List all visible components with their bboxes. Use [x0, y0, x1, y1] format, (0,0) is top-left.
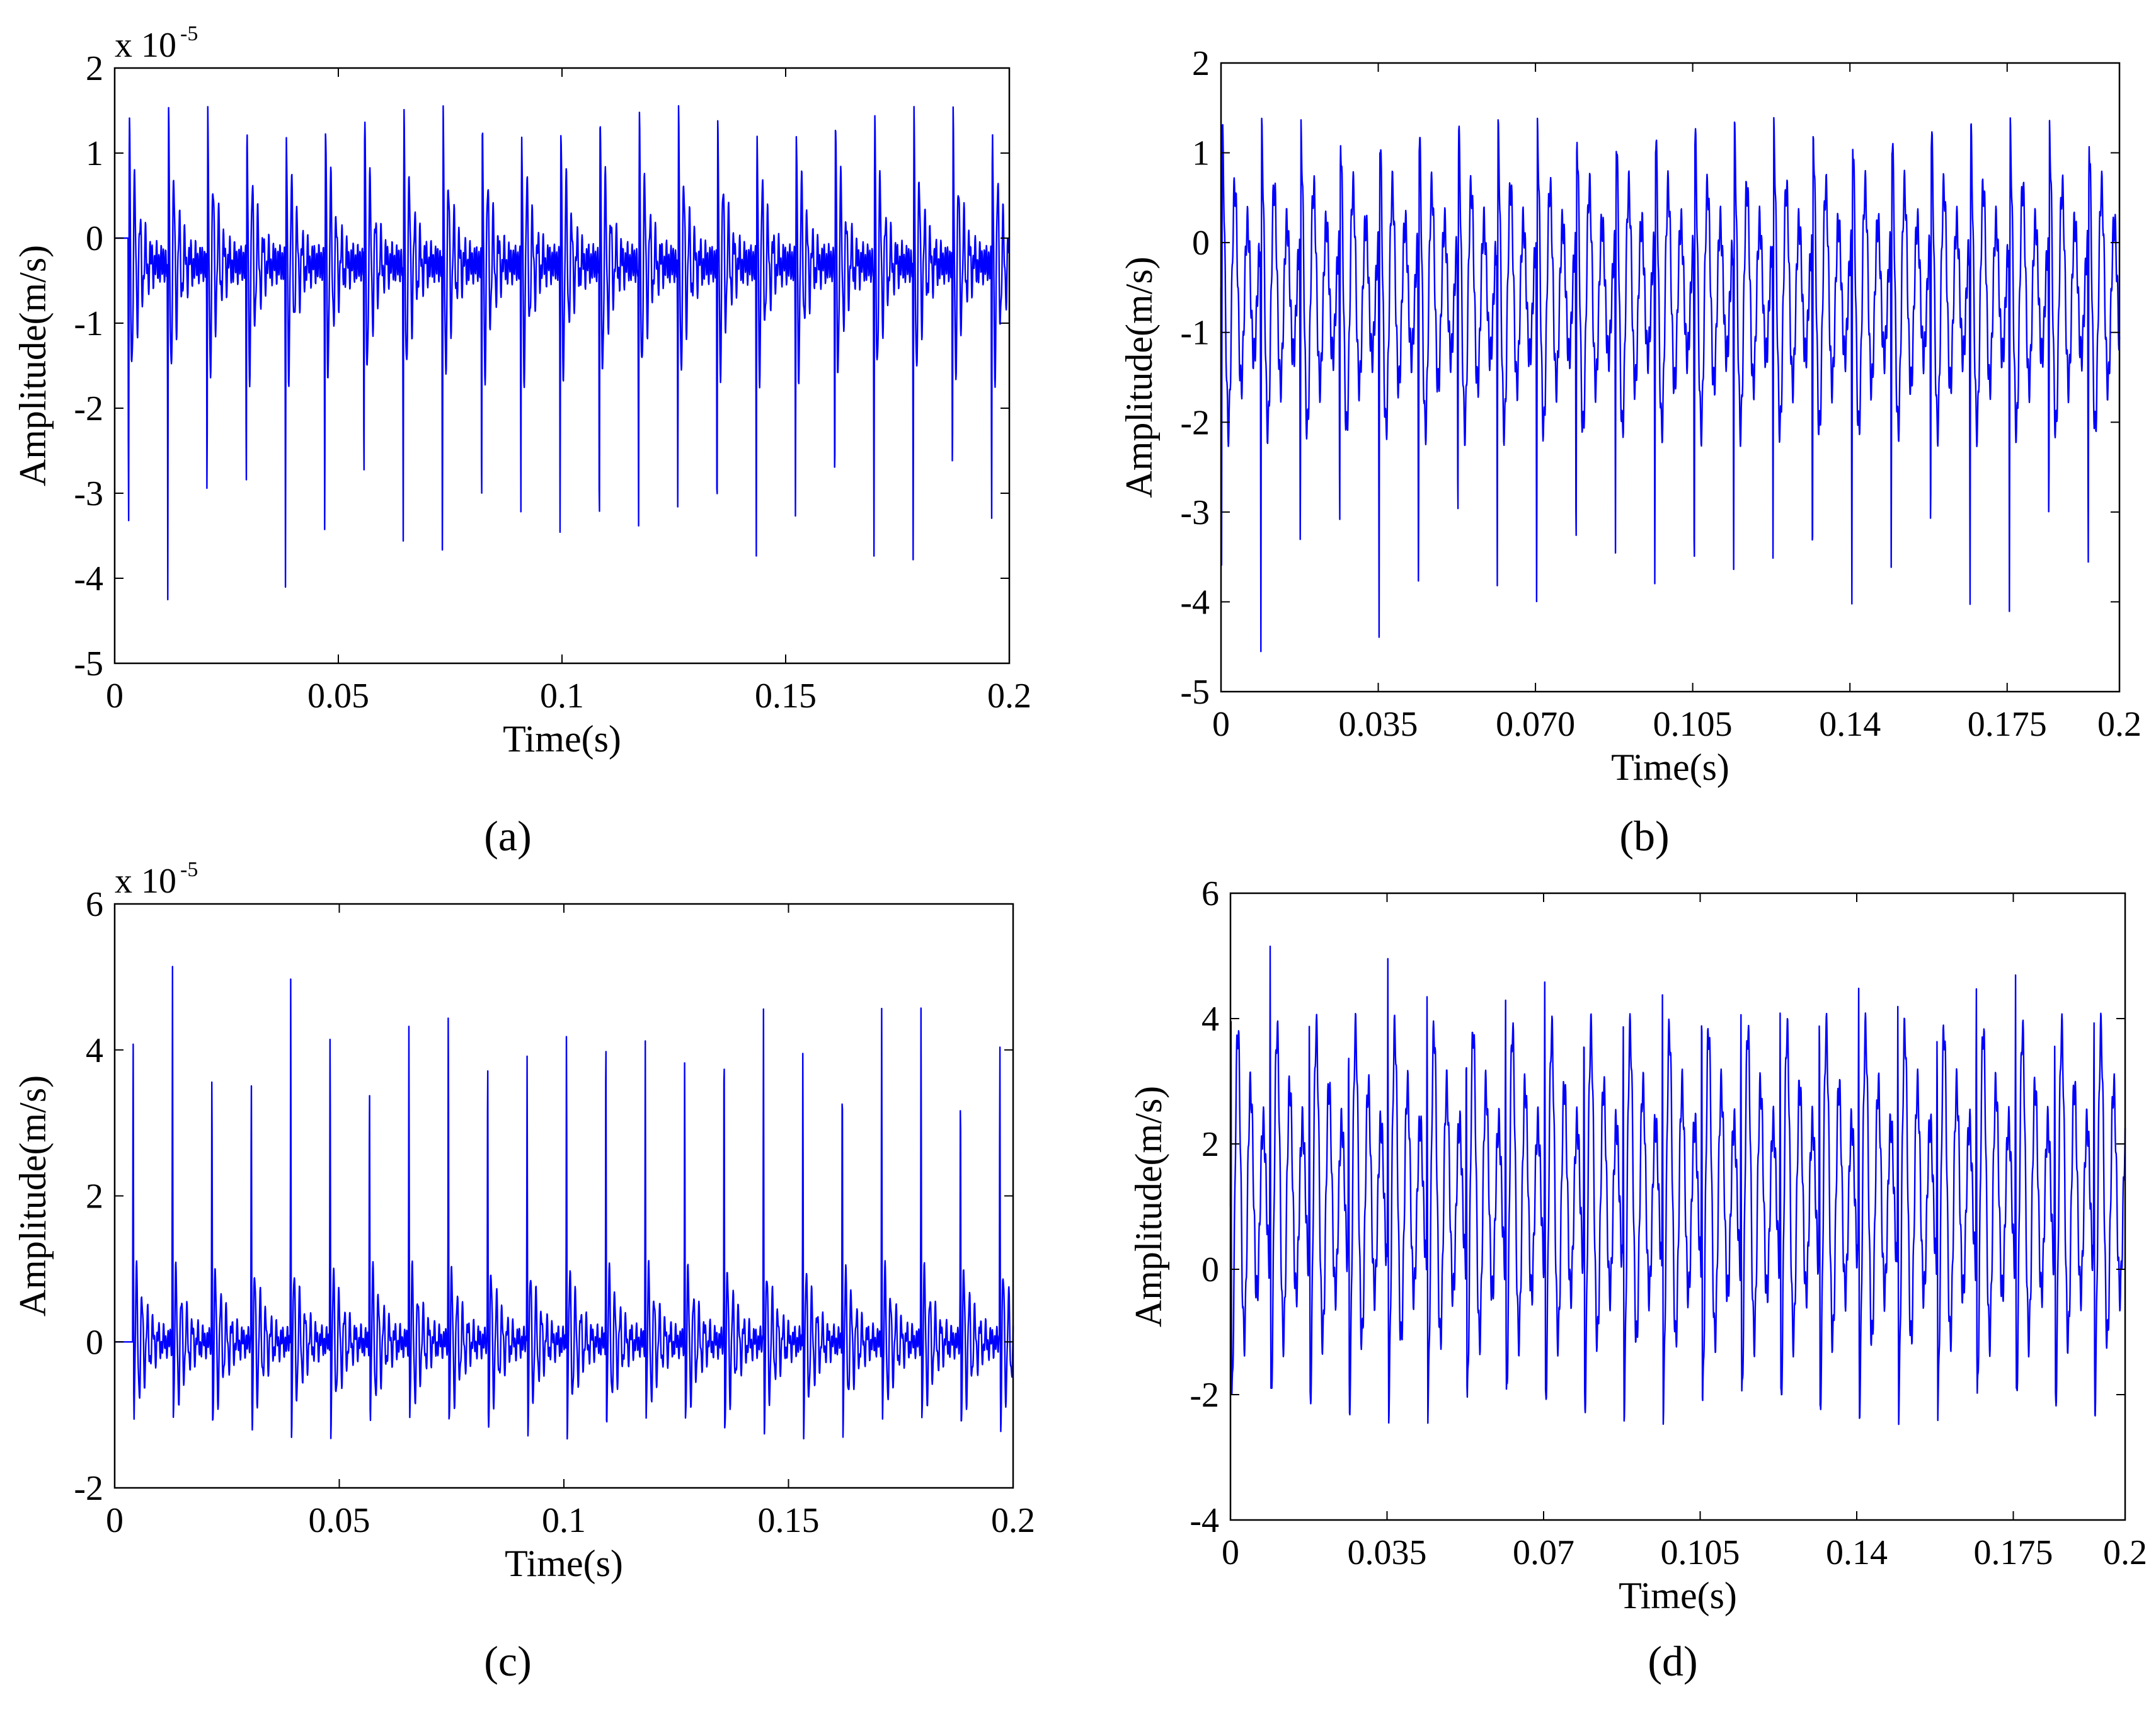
signal-line-b	[1220, 117, 2121, 653]
x-tick-label-d: 0.175	[1974, 1533, 2053, 1572]
x-tick-label-b: 0	[1212, 705, 1230, 744]
x-tick-label-a: 0.15	[755, 677, 817, 716]
x-tick-label-c: 0.05	[309, 1501, 370, 1540]
y-tick-label-d: -2	[1190, 1376, 1219, 1415]
caption-c: (c)	[484, 1637, 531, 1685]
x-tick-label-c: 0.2	[991, 1501, 1035, 1540]
caption-b: (b)	[1619, 812, 1669, 860]
signal-line-c	[114, 966, 1014, 1440]
x-tick-label-b: 0.070	[1496, 705, 1575, 744]
y-tick-label-a: 0	[86, 219, 103, 258]
x-tick-label-c: 0	[106, 1501, 123, 1540]
x-tick-label-b: 0.035	[1339, 705, 1418, 744]
y-tick-label-b: 0	[1192, 224, 1210, 263]
y-tick-label-b: -1	[1180, 314, 1210, 353]
x-tick-label-a: 0.05	[307, 677, 369, 716]
caption-a: (a)	[484, 812, 531, 860]
x-axis-label-c: Time(s)	[505, 1543, 623, 1584]
y-tick-label-a: -2	[74, 389, 103, 428]
y-tick-label-b: 2	[1192, 44, 1210, 83]
y-tick-label-a: 2	[86, 49, 103, 88]
y-tick-label-b: -4	[1180, 583, 1210, 622]
x-tick-label-b: 0.2	[2097, 705, 2142, 744]
y-tick-label-c: 6	[86, 885, 103, 924]
x-tick-label-d: 0.035	[1348, 1533, 1427, 1572]
y-tick-label-d: 0	[1201, 1250, 1219, 1289]
x-tick-label-c: 0.1	[542, 1501, 586, 1540]
signal-line-d	[1229, 946, 2126, 1425]
y-tick-label-a: -5	[74, 644, 103, 683]
x-tick-label-d: 0	[1222, 1533, 1239, 1572]
x-tick-label-d: 0.105	[1661, 1533, 1740, 1572]
exponent-label-a: x 10 -5	[115, 22, 198, 65]
y-tick-label-d: 2	[1201, 1125, 1219, 1164]
x-tick-label-c: 0.15	[758, 1501, 820, 1540]
y-tick-label-d: 4	[1201, 1000, 1219, 1039]
x-tick-label-b: 0.175	[1968, 705, 2047, 744]
axes-frame-b	[1220, 62, 2121, 693]
y-tick-label-b: -3	[1180, 493, 1210, 532]
y-axis-label-a: Amplitude(m/s)	[12, 245, 54, 486]
y-tick-label-c: -2	[74, 1469, 103, 1508]
y-tick-label-c: 4	[86, 1031, 103, 1070]
y-tick-label-d: 6	[1201, 874, 1219, 913]
y-tick-label-d: -4	[1190, 1501, 1219, 1540]
y-tick-label-a: -4	[74, 559, 103, 598]
axes-frame-d	[1229, 892, 2126, 1521]
y-tick-label-c: 2	[86, 1177, 103, 1216]
x-tick-label-d: 0.14	[1826, 1533, 1888, 1572]
y-tick-label-a: 1	[86, 134, 103, 173]
caption-d: (d)	[1648, 1637, 1697, 1685]
y-axis-label-b: Amplitude(m/s)	[1118, 256, 1160, 498]
y-tick-label-a: -1	[74, 304, 103, 343]
y-tick-label-c: 0	[86, 1323, 103, 1362]
x-tick-label-a: 0.1	[540, 677, 584, 716]
x-axis-label-d: Time(s)	[1619, 1575, 1737, 1616]
y-tick-label-b: -5	[1180, 673, 1210, 712]
y-tick-label-a: -3	[74, 474, 103, 513]
y-axis-label-d: Amplitude(m/s)	[1128, 1086, 1169, 1327]
y-tick-label-b: -2	[1180, 403, 1210, 442]
x-axis-label-b: Time(s)	[1611, 746, 1729, 788]
x-tick-label-a: 0.2	[987, 677, 1031, 716]
y-tick-label-b: 1	[1192, 134, 1210, 173]
x-tick-label-b: 0.14	[1819, 705, 1881, 744]
x-tick-label-d: 0.07	[1513, 1533, 1574, 1572]
x-tick-label-d: 0.2	[2103, 1533, 2147, 1572]
x-tick-label-b: 0.105	[1653, 705, 1733, 744]
x-axis-label-a: Time(s)	[503, 718, 621, 760]
signal-line-a	[114, 105, 1011, 601]
y-axis-label-c: Amplitude(m/s)	[12, 1075, 54, 1317]
x-tick-label-a: 0	[106, 677, 123, 716]
exponent-label-c: x 10 -5	[115, 858, 198, 901]
